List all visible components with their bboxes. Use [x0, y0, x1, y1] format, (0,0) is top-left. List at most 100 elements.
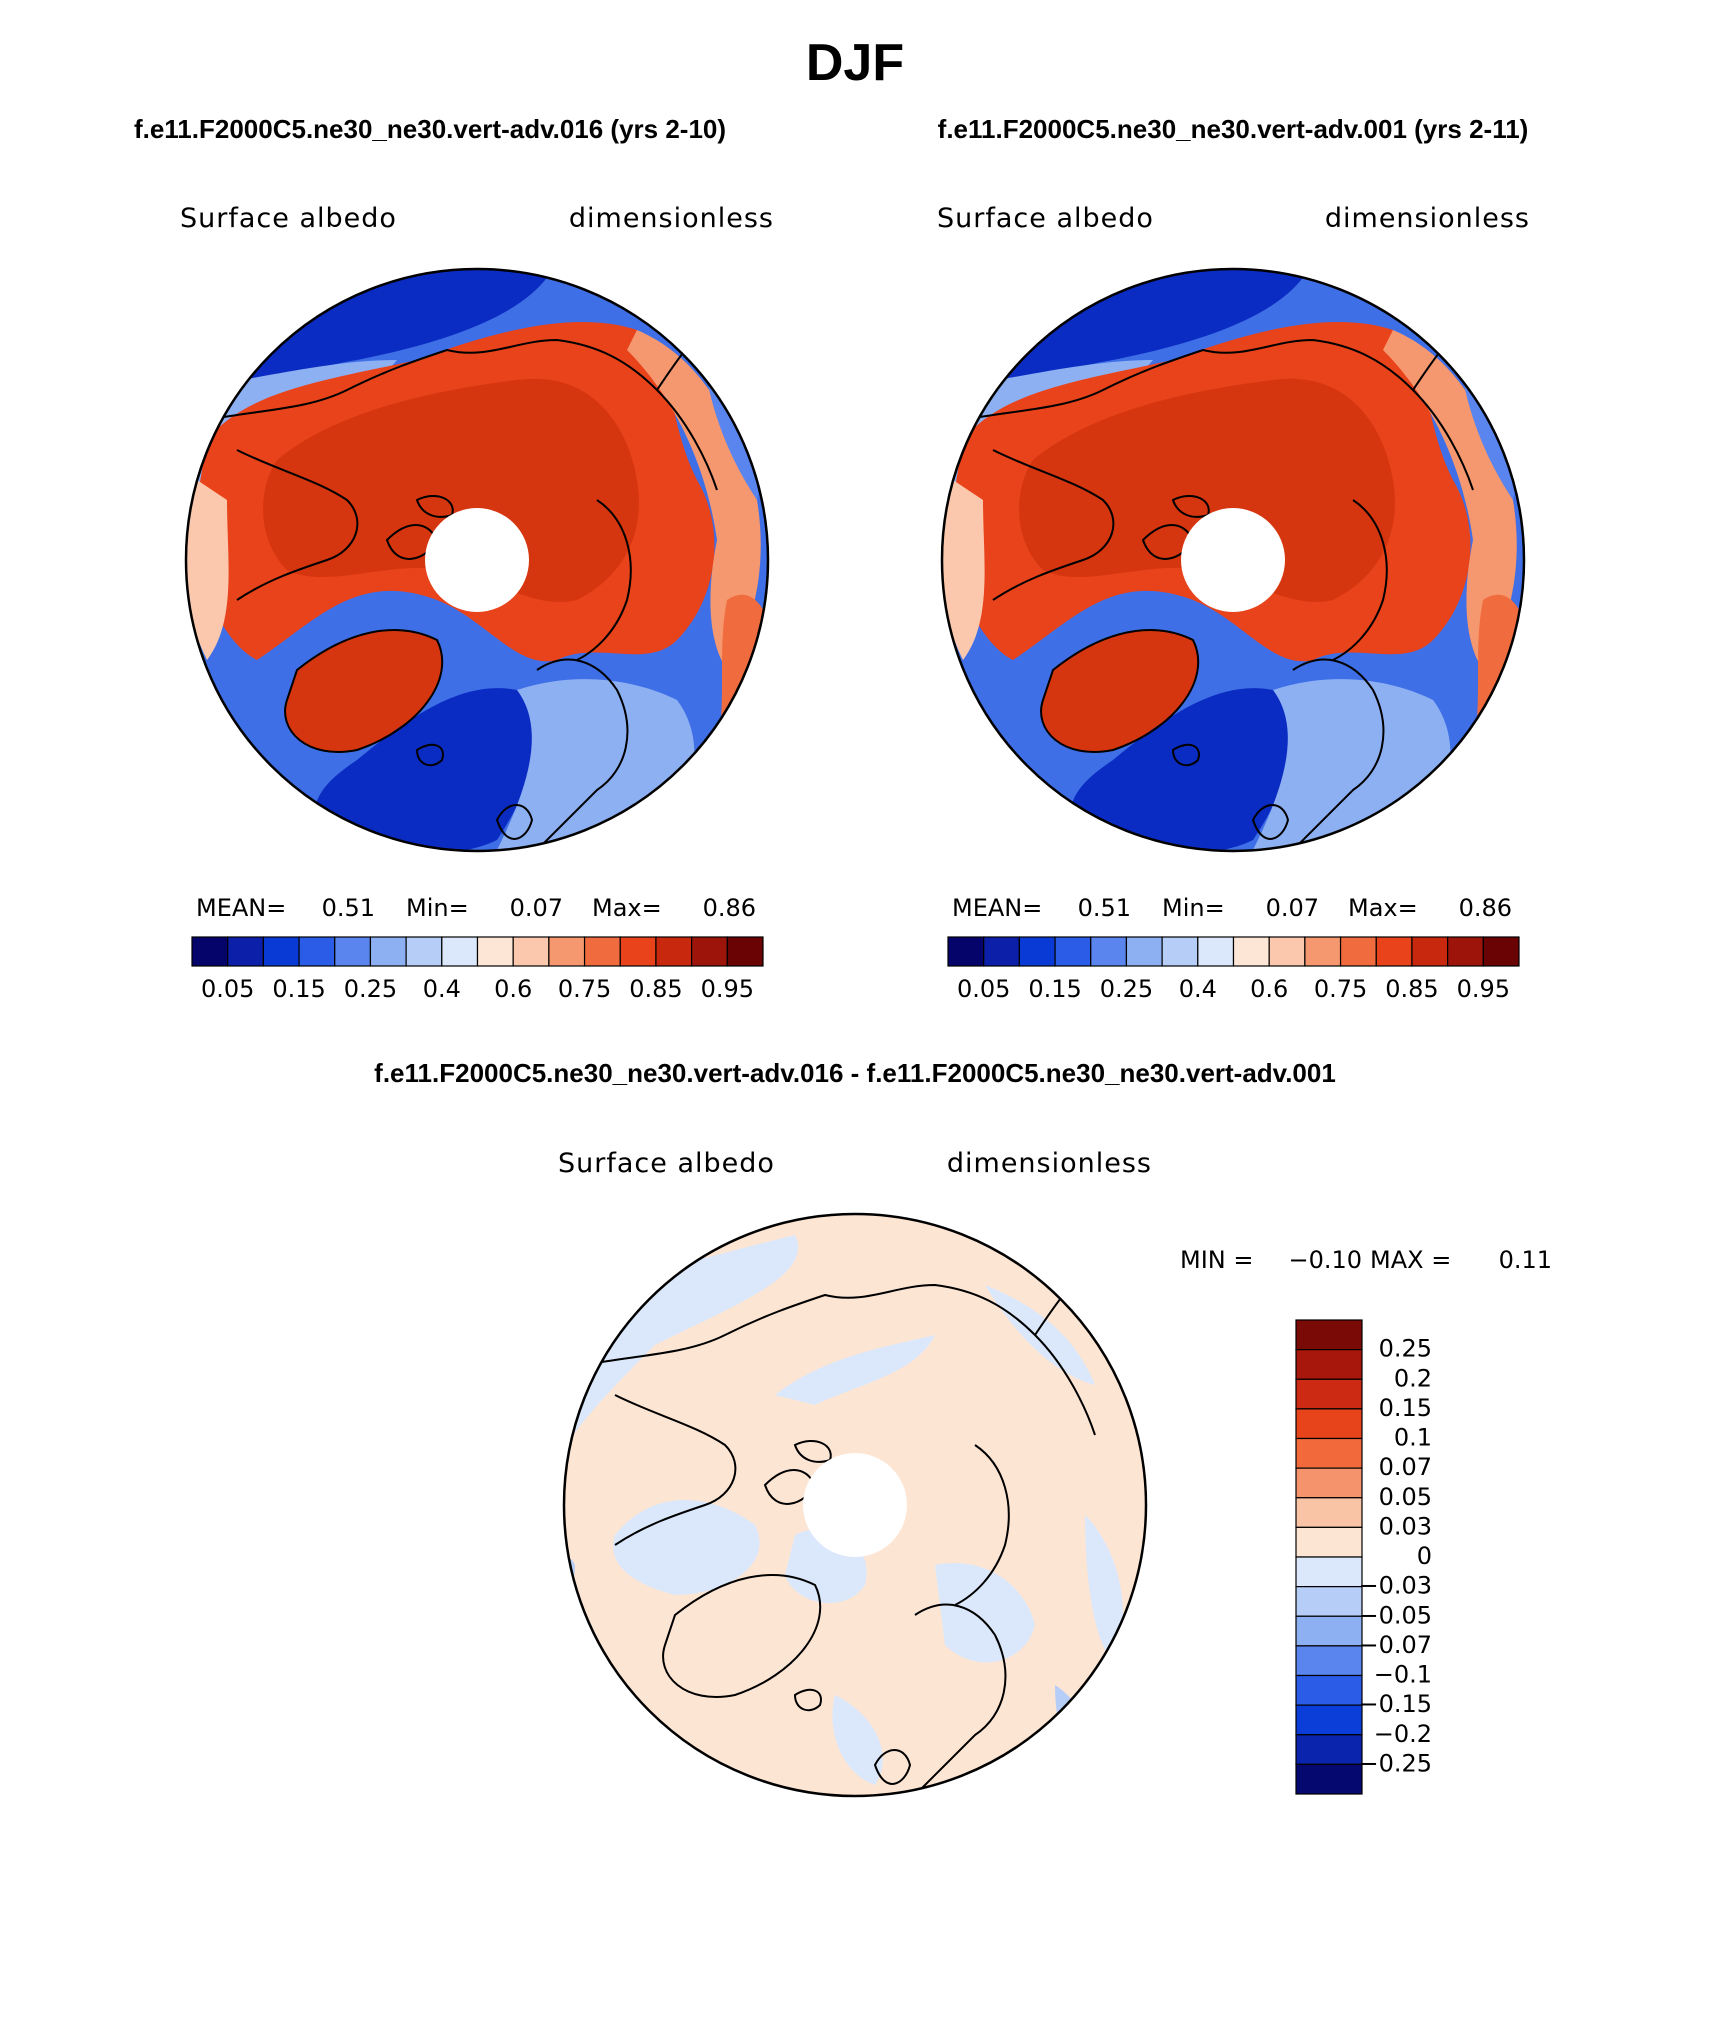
colorbar-swatch: [947, 936, 985, 967]
colorbar-tick-label: 0.07: [1379, 1453, 1432, 1481]
colorbar-swatch: [1295, 1408, 1363, 1440]
colorbar-tick-label: −0.15: [1358, 1690, 1432, 1718]
colorbar-tick-label: 0.75: [558, 975, 611, 1003]
colorbar-swatch: [1447, 936, 1484, 967]
colorbar-swatch: [1268, 936, 1306, 967]
colorbar-swatch: [476, 936, 514, 967]
colorbar-swatch: [1197, 936, 1235, 967]
left-max-label: Max=: [592, 894, 662, 922]
left-colorbar: 0.05 0.15 0.25 0.4 0.6 0.75 0.85 0.95: [191, 936, 764, 1003]
colorbar-swatch: [1295, 1378, 1363, 1410]
colorbar-swatch: [1295, 1437, 1363, 1469]
colorbar-swatch: [1295, 1645, 1363, 1677]
colorbar-swatch: [441, 936, 479, 967]
colorbar-swatch: [1018, 936, 1056, 967]
colorbar-swatch: [1295, 1526, 1363, 1558]
colorbar-tick-label: 0.25: [1379, 1335, 1432, 1363]
colorbar-tick-label: 0.25: [344, 975, 397, 1003]
colorbar-tick-label: 0.75: [1314, 975, 1367, 1003]
right-min-value: 0.07: [1266, 894, 1319, 922]
right-map: [942, 269, 1524, 851]
colorbar-tick-label: 0.15: [1379, 1394, 1432, 1422]
colorbar-swatch: [726, 936, 764, 967]
colorbar-swatch: [1339, 936, 1377, 967]
left-min-value: 0.07: [510, 894, 563, 922]
colorbar-swatch: [1295, 1497, 1363, 1528]
colorbar-swatch: [1304, 936, 1342, 967]
page-title: DJF: [806, 34, 904, 92]
colorbar-swatch: [983, 936, 1020, 967]
colorbar-tick-label: 0.6: [494, 975, 532, 1003]
panel-title-left: f.e11.F2000C5.ne30_ne30.vert-adv.016 (yr…: [134, 114, 726, 144]
bottom-max-label: MAX =: [1370, 1246, 1451, 1274]
left-min-label: Min=: [406, 894, 469, 922]
colorbar-swatch: [1295, 1615, 1363, 1647]
colorbar-tick-label: 0.03: [1379, 1512, 1432, 1540]
bottom-panel: Surface albedo dimensionless MIN = −0.10…: [558, 1148, 1552, 1798]
colorbar-swatch: [1090, 936, 1128, 967]
right-mean-value: 0.51: [1078, 894, 1131, 922]
colorbar-tick-label: −0.1: [1374, 1661, 1432, 1689]
colorbar-swatch: [405, 936, 443, 967]
right-max-label: Max=: [1348, 894, 1418, 922]
colorbar-tick-label: 0.4: [423, 975, 461, 1003]
colorbar-tick-label: 0.2: [1394, 1364, 1432, 1392]
right-min-label: Min=: [1162, 894, 1225, 922]
colorbar-swatch: [512, 936, 550, 967]
colorbar-tick-label: 0.85: [629, 975, 682, 1003]
left-mean-label: MEAN=: [196, 894, 286, 922]
colorbar-tick-label: 0.1: [1394, 1424, 1432, 1452]
right-colorbar: 0.05 0.15 0.25 0.4 0.6 0.75 0.85 0.95: [947, 936, 1520, 1003]
colorbar-swatch: [1295, 1556, 1363, 1588]
panel-title-right: f.e11.F2000C5.ne30_ne30.vert-adv.001 (yr…: [938, 114, 1529, 144]
colorbar-swatch: [1295, 1704, 1363, 1736]
colorbar-swatch: [227, 936, 264, 967]
left-units-label: dimensionless: [569, 203, 774, 234]
colorbar-swatch: [298, 936, 336, 967]
colorbar-tick-label: 0: [1417, 1542, 1432, 1570]
bottom-max-value: 0.11: [1499, 1246, 1552, 1274]
bottom-colorbar: 0.250.20.150.10.070.050.030−0.03−0.05 −0.…: [1295, 1319, 1432, 1795]
colorbar-swatch: [619, 936, 657, 967]
colorbar-swatch: [1375, 936, 1413, 967]
bottom-min-value: −0.10: [1288, 1246, 1362, 1274]
colorbar-tick-label: 0.6: [1250, 975, 1288, 1003]
colorbar-swatch: [1295, 1349, 1363, 1380]
left-map-border: [184, 267, 770, 853]
colorbar-swatch: [1295, 1586, 1363, 1617]
colorbar-tick-label: 0.4: [1179, 975, 1217, 1003]
colorbar-swatch: [1295, 1319, 1363, 1351]
colorbar-swatch: [1054, 936, 1092, 967]
colorbar-tick-label: 0.95: [701, 975, 754, 1003]
left-variable-label: Surface albedo: [180, 203, 397, 234]
colorbar-tick-label: −0.25: [1358, 1749, 1432, 1777]
colorbar-swatch: [334, 936, 372, 967]
bottom-min-label: MIN =: [1180, 1246, 1253, 1274]
colorbar-tick-label: 0.05: [1379, 1483, 1432, 1511]
colorbar-tick-label: 0.05: [957, 975, 1010, 1003]
right-map-border: [940, 267, 1526, 853]
colorbar-tick-label: −0.05: [1358, 1601, 1432, 1629]
left-map: [186, 269, 768, 851]
bottom-map-border: [562, 1212, 1148, 1798]
colorbar-swatch: [1295, 1467, 1363, 1499]
colorbar-swatch: [191, 936, 229, 967]
colorbar-swatch: [691, 936, 728, 967]
right-mean-label: MEAN=: [952, 894, 1042, 922]
colorbar-tick-label: −0.03: [1358, 1572, 1432, 1600]
colorbar-swatch: [1411, 936, 1449, 967]
left-max-value: 0.86: [703, 894, 756, 922]
colorbar-tick-label: 0.95: [1457, 975, 1510, 1003]
bottom-map: [564, 1214, 1146, 1796]
colorbar-swatch: [548, 936, 586, 967]
colorbar-tick-label: 0.15: [272, 975, 325, 1003]
bottom-variable-label: Surface albedo: [558, 1148, 775, 1179]
colorbar-tick-label: −0.2: [1374, 1720, 1432, 1748]
colorbar-swatch: [583, 936, 621, 967]
panel-title-bottom: f.e11.F2000C5.ne30_ne30.vert-adv.016 - f…: [374, 1058, 1336, 1088]
right-units-label: dimensionless: [1325, 203, 1530, 234]
left-panel: Surface albedo dimensionless MEAN= 0.51 …: [180, 203, 774, 1003]
colorbar-swatch: [1295, 1734, 1363, 1765]
colorbar-tick-label: 0.05: [201, 975, 254, 1003]
bottom-units-label: dimensionless: [947, 1148, 1152, 1179]
